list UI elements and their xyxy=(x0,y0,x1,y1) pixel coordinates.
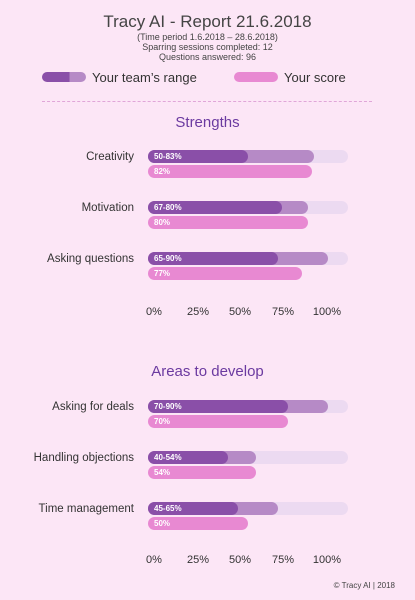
your-score-bar xyxy=(148,517,248,530)
axis-tick-label: 50% xyxy=(228,554,252,566)
team-range-low-bar xyxy=(148,150,248,163)
legend-score-swatch xyxy=(234,72,278,82)
team-range-low-bar xyxy=(148,201,282,214)
category-label: Creativity xyxy=(86,151,134,163)
team-range-low-bar xyxy=(148,400,288,413)
your-score-label: 82% xyxy=(154,167,171,176)
your-score-bar xyxy=(148,267,302,280)
team-range-label: 65-90% xyxy=(154,254,182,263)
sessions-completed: Sparring sessions completed: 12 xyxy=(142,42,273,52)
category-label: Handling objections xyxy=(33,452,134,464)
your-score-bar xyxy=(148,466,256,479)
axis-tick-label: 25% xyxy=(186,306,210,318)
your-score-bar xyxy=(148,165,312,178)
your-score-label: 54% xyxy=(154,468,171,477)
areas-to-develop-title: Areas to develop xyxy=(151,363,264,380)
time-period: (Time period 1.6.2018 – 28.6.2018) xyxy=(137,32,278,42)
questions-answered: Questions answered: 96 xyxy=(158,52,257,62)
legend-team-label: Your team’s range xyxy=(92,69,197,85)
team-range-label: 70-90% xyxy=(154,402,182,411)
axis-tick-label: 100% xyxy=(312,554,342,566)
axis-tick-label: 25% xyxy=(186,554,210,566)
team-range-low-bar xyxy=(148,252,278,265)
axis-tick-label: 100% xyxy=(312,306,342,318)
legend-team-range: Your team’s range xyxy=(42,69,197,85)
team-range-low-bar xyxy=(148,502,238,515)
axis-tick-label: 50% xyxy=(228,306,252,318)
axis-tick-label: 75% xyxy=(271,554,295,566)
report-header: Tracy AI - Report 21.6.2018 (Time period… xyxy=(0,12,415,62)
team-range-label: 40-54% xyxy=(154,453,182,462)
your-score-label: 80% xyxy=(154,218,171,227)
your-score-label: 50% xyxy=(154,519,171,528)
team-range-label: 67-80% xyxy=(154,203,182,212)
your-score-bar xyxy=(148,415,288,428)
strengths-title: Strengths xyxy=(175,114,240,131)
footer-copyright: © Tracy AI | 2018 xyxy=(333,581,395,590)
team-range-label: 50-83% xyxy=(154,152,182,161)
axis-tick-label: 0% xyxy=(146,554,162,566)
your-score-bar xyxy=(148,216,308,229)
category-label: Motivation xyxy=(81,202,134,214)
axis-tick-label: 0% xyxy=(146,306,162,318)
category-label: Asking questions xyxy=(47,253,134,265)
your-score-label: 70% xyxy=(154,417,171,426)
category-label: Time management xyxy=(38,503,134,515)
legend-team-swatch xyxy=(42,72,86,82)
category-label: Asking for deals xyxy=(52,401,134,413)
team-range-label: 45-65% xyxy=(154,504,182,513)
axis-tick-label: 75% xyxy=(271,306,295,318)
team-range-low-bar xyxy=(148,451,228,464)
legend-score-label: Your score xyxy=(284,69,346,85)
divider xyxy=(42,101,372,102)
your-score-label: 77% xyxy=(154,269,171,278)
legend-your-score: Your score xyxy=(234,69,346,85)
report-title: Tracy AI - Report 21.6.2018 xyxy=(103,12,312,31)
